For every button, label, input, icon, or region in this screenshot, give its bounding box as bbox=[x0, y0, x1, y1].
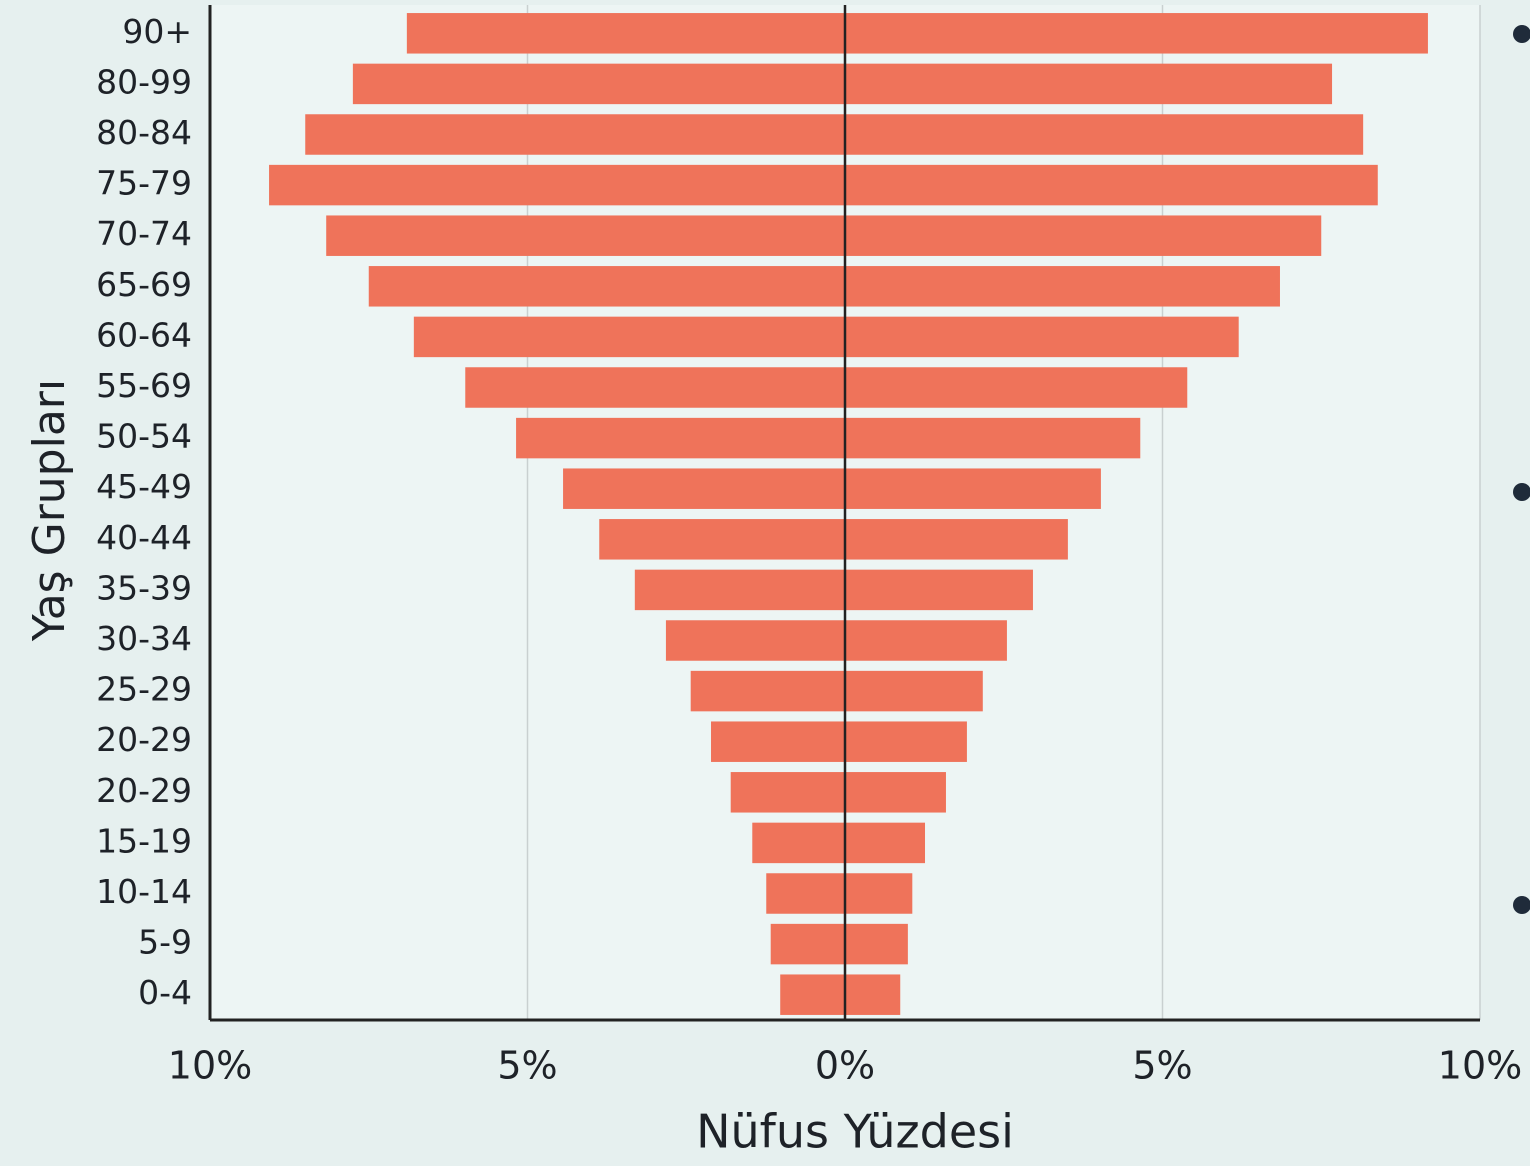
bullet bbox=[1513, 896, 1530, 914]
y-tick-label: 50-54 bbox=[96, 417, 192, 456]
bar bbox=[845, 620, 1007, 661]
y-tick-label: 5-9 bbox=[138, 923, 192, 962]
y-tick-label: 20-29 bbox=[96, 720, 192, 759]
bar bbox=[690, 670, 845, 712]
x-tick-label: 10% bbox=[168, 1044, 252, 1088]
bar bbox=[845, 63, 1333, 105]
bar bbox=[770, 923, 845, 965]
bar bbox=[634, 569, 845, 611]
bar bbox=[730, 772, 845, 813]
x-tick-label: 0% bbox=[815, 1044, 875, 1088]
bar bbox=[845, 569, 1033, 611]
y-tick-label: 60-64 bbox=[96, 315, 192, 354]
bar bbox=[413, 316, 845, 358]
y-tick-label: 75-79 bbox=[96, 164, 192, 203]
bar bbox=[465, 367, 845, 408]
x-tick-label: 10% bbox=[1438, 1044, 1522, 1088]
bullet bbox=[1513, 483, 1530, 501]
x-tick-label: 5% bbox=[1132, 1044, 1192, 1088]
bar bbox=[845, 316, 1239, 358]
x-tick-label: 5% bbox=[497, 1044, 557, 1088]
bar bbox=[845, 13, 1428, 54]
bar bbox=[845, 923, 908, 965]
y-tick-label: 25-29 bbox=[96, 670, 192, 709]
y-tick-label: 45-49 bbox=[96, 467, 192, 506]
y-tick-label: 80-84 bbox=[96, 113, 192, 152]
bar bbox=[406, 13, 845, 54]
bar bbox=[845, 822, 926, 864]
y-tick-label: 70-74 bbox=[96, 214, 192, 253]
y-tick-label: 90+ bbox=[122, 12, 192, 51]
y-tick-label: 55-69 bbox=[96, 366, 192, 405]
bar bbox=[269, 164, 845, 206]
bar bbox=[352, 63, 845, 105]
y-axis-label: Yaş Grupları bbox=[24, 379, 75, 642]
y-tick-label: 65-69 bbox=[96, 265, 192, 304]
bar bbox=[305, 114, 845, 155]
bar bbox=[845, 670, 983, 712]
bar bbox=[711, 721, 845, 762]
bullet bbox=[1513, 25, 1530, 43]
y-tick-label: 30-34 bbox=[96, 619, 192, 658]
y-tick-label: 0-4 bbox=[138, 973, 192, 1012]
y-tick-label: 35-39 bbox=[96, 568, 192, 607]
bar bbox=[766, 873, 845, 914]
y-tick-label: 20-29 bbox=[96, 771, 192, 810]
bar bbox=[516, 417, 845, 459]
bar bbox=[845, 519, 1068, 560]
y-tick-label: 10-14 bbox=[96, 872, 192, 911]
bar bbox=[563, 468, 845, 509]
bar bbox=[845, 468, 1101, 509]
bar bbox=[845, 417, 1141, 459]
bar bbox=[845, 873, 913, 914]
bar bbox=[368, 266, 845, 307]
bar bbox=[599, 519, 845, 560]
bar bbox=[845, 215, 1322, 256]
bar bbox=[780, 974, 845, 1015]
y-tick-label: 80-99 bbox=[96, 62, 192, 101]
bar bbox=[845, 114, 1364, 155]
bar bbox=[845, 164, 1378, 206]
bar bbox=[665, 620, 845, 661]
x-axis-label: Nüfus Yüzdesi bbox=[696, 1105, 1014, 1159]
y-tick-label: 15-19 bbox=[96, 821, 192, 860]
bar bbox=[845, 721, 967, 762]
bar bbox=[845, 772, 946, 813]
y-tick-label: 40-44 bbox=[96, 518, 192, 557]
bar bbox=[845, 266, 1280, 307]
bar bbox=[845, 974, 901, 1015]
bar bbox=[752, 822, 845, 864]
bar bbox=[326, 215, 846, 256]
bar bbox=[845, 367, 1188, 408]
